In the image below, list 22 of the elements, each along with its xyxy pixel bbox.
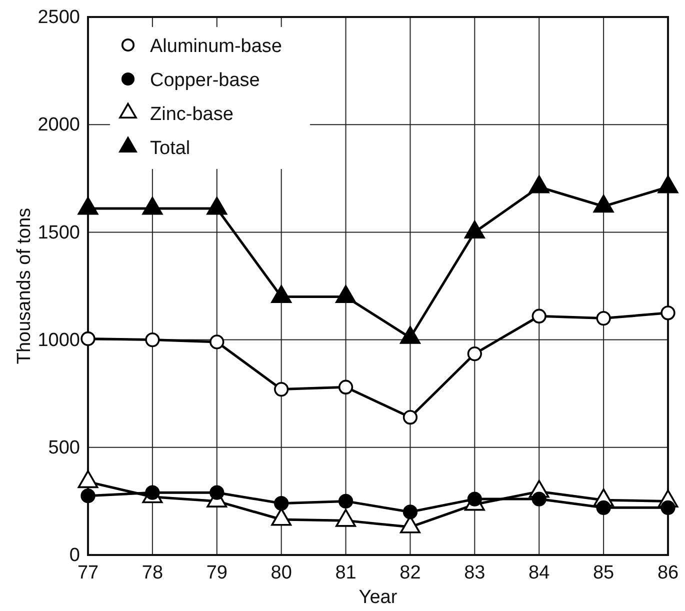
x-axis-title: Year	[358, 587, 398, 608]
x-tick-label: 80	[270, 562, 292, 584]
y-tick-label: 1000	[38, 330, 80, 351]
legend-label: Total	[150, 138, 190, 159]
x-tick-label: 82	[400, 562, 421, 584]
legend-label: Zinc-base	[150, 104, 234, 125]
x-tick-label: 78	[142, 562, 164, 584]
legend-label: Aluminum-base	[150, 36, 282, 57]
x-tick-label: 81	[335, 562, 356, 584]
y-tick-label: 2500	[38, 7, 80, 28]
legend-label: Copper-base	[150, 70, 260, 91]
x-tick-label: 79	[206, 562, 228, 584]
y-tick-label: 0	[69, 545, 80, 566]
x-tick-label: 83	[464, 562, 486, 584]
x-tick-label: 84	[528, 562, 550, 584]
y-tick-label: 500	[48, 437, 80, 458]
x-tick-label: 85	[592, 562, 614, 584]
x-tick-label: 77	[77, 562, 99, 584]
y-tick-label: 1500	[38, 222, 80, 244]
y-axis-title: Thousands of tons	[14, 208, 35, 364]
x-tick-label: 86	[657, 562, 679, 584]
y-tick-label: 2000	[38, 114, 80, 136]
